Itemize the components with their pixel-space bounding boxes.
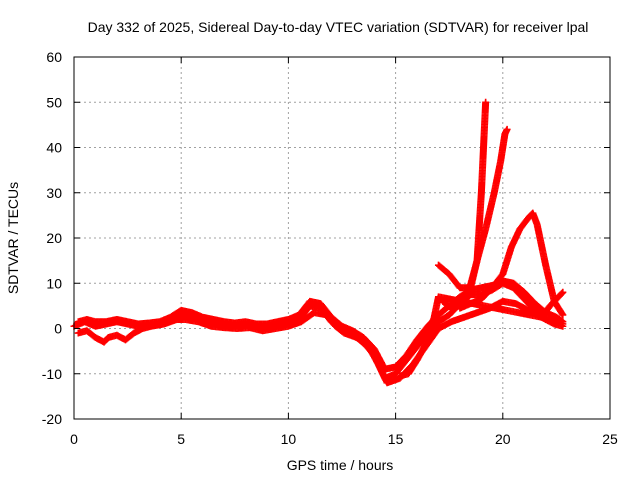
y-tick-label: 10 (46, 275, 62, 291)
y-tick-label: 50 (46, 94, 62, 110)
y-tick-label: 20 (46, 230, 62, 246)
y-tick-label: -10 (42, 366, 62, 382)
data-point (559, 288, 567, 296)
x-axis-label: GPS time / hours (287, 457, 394, 473)
x-tick-label: 10 (281, 431, 297, 447)
x-tick-label: 5 (177, 431, 185, 447)
data-point (482, 98, 490, 106)
y-tick-label: 0 (54, 321, 62, 337)
axis-ticks (73, 56, 611, 420)
grid-lines (74, 57, 610, 419)
series-spike-2 (439, 125, 511, 312)
y-tick-label: 30 (46, 185, 62, 201)
data-point (559, 311, 567, 319)
y-tick-labels: -20 -10 0 10 20 30 40 50 60 (42, 49, 62, 427)
data-point (503, 125, 511, 133)
data-point (558, 289, 566, 297)
data-points (70, 98, 567, 387)
y-tick-label: -20 (42, 411, 62, 427)
x-tick-label: 20 (495, 431, 511, 447)
data-point (559, 318, 567, 326)
x-tick-label: 25 (602, 431, 618, 447)
y-tick-label: 40 (46, 140, 62, 156)
y-tick-label: 60 (46, 49, 62, 65)
chart-title: Day 332 of 2025, Sidereal Day-to-day VTE… (88, 19, 589, 35)
y-axis-label: SDTVAR / TECUs (5, 182, 21, 294)
x-tick-label: 0 (70, 431, 78, 447)
series-dip-tail (396, 288, 567, 380)
x-tick-label: 15 (388, 431, 404, 447)
x-tick-labels: 0 5 10 15 20 25 (70, 431, 618, 447)
series-spike-3 (456, 209, 567, 319)
